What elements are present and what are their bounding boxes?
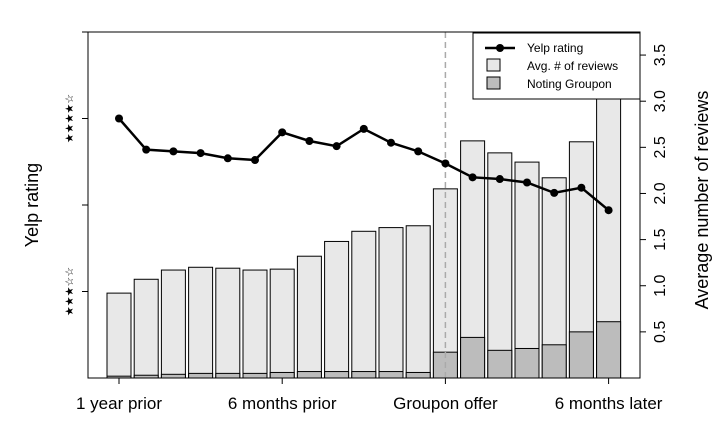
- legend-swatch-reviews: [486, 58, 501, 72]
- bar-average-reviews: [487, 152, 513, 379]
- right-tick-label: 3.0: [652, 90, 669, 112]
- legend: Yelp rating Avg. # of reviews Noting Group…: [472, 32, 641, 100]
- x-axis: 1 year prior 6 months prior Groupon offer 6…: [76, 378, 663, 413]
- legend-swatch-groupon: [486, 76, 501, 90]
- bars-average-reviews: [106, 95, 622, 379]
- yelp-rating-point: [223, 154, 232, 163]
- x-tick-label: 1 year prior: [76, 394, 162, 413]
- bar-average-reviews: [133, 278, 159, 379]
- yelp-rating-point: [278, 128, 287, 137]
- yelp-rating-point: [577, 183, 586, 192]
- bar-noting-groupon: [160, 373, 186, 379]
- right-axis-label: Average number of reviews: [692, 91, 712, 310]
- yelp-rating-point: [550, 188, 559, 197]
- x-tick-label: 6 months prior: [228, 394, 337, 413]
- bar-average-reviews: [242, 269, 268, 379]
- x-tick-label: 6 months later: [555, 394, 663, 413]
- bar-average-reviews: [160, 269, 186, 379]
- yelp-rating-point: [414, 147, 423, 156]
- yelp-rating-point: [495, 175, 504, 184]
- left-axis: ★★★☆☆ ★★★★☆: [64, 31, 88, 316]
- yelp-rating-point: [196, 149, 205, 158]
- right-tick-label: 1.0: [652, 275, 669, 297]
- right-tick-label: 2.5: [652, 136, 669, 158]
- bar-noting-groupon: [269, 371, 295, 379]
- bar-average-reviews: [405, 225, 431, 379]
- yelp-rating-point: [523, 178, 531, 187]
- bar-average-reviews: [188, 266, 214, 379]
- bar-noting-groupon: [296, 371, 322, 379]
- legend-label-groupon: Noting Groupon: [527, 77, 612, 91]
- bar-average-reviews: [296, 255, 322, 379]
- yelp-rating-point: [169, 147, 178, 156]
- right-tick-label: 1.5: [652, 228, 669, 250]
- bar-noting-groupon: [242, 372, 268, 379]
- bar-noting-groupon: [188, 372, 214, 379]
- yelp-rating-point: [359, 124, 368, 133]
- bar-average-reviews: [269, 268, 295, 379]
- bar-average-reviews: [324, 240, 350, 379]
- bars-noting-groupon: [106, 321, 622, 379]
- yelp-rating-point: [387, 138, 395, 147]
- yelp-rating-point: [142, 145, 151, 154]
- legend-label-yelp-rating: Yelp rating: [527, 41, 583, 55]
- x-tick-label: Groupon offer: [393, 394, 498, 413]
- bar-noting-groupon: [568, 331, 594, 379]
- yelp-rating-point: [305, 136, 314, 145]
- left-axis-label: Yelp rating: [22, 163, 42, 247]
- bar-noting-groupon: [596, 321, 622, 379]
- bar-average-reviews: [106, 292, 132, 379]
- bar-average-reviews: [378, 227, 404, 379]
- bar-noting-groupon: [378, 371, 404, 379]
- right-tick-label: 0.5: [652, 321, 669, 343]
- yelp-rating-point: [468, 173, 477, 182]
- bar-noting-groupon: [405, 371, 431, 379]
- yelp-rating-point: [332, 142, 341, 151]
- yelp-rating-point: [604, 206, 613, 215]
- bar-average-reviews: [215, 267, 241, 379]
- right-tick-label: 3.5: [652, 44, 669, 66]
- legend-label-reviews: Avg. # of reviews: [527, 59, 618, 73]
- yelp-rating-series: [115, 114, 613, 215]
- bar-average-reviews: [514, 161, 540, 379]
- right-tick-label: 2.0: [652, 182, 669, 204]
- left-tick-label: ★★★★☆: [64, 94, 76, 143]
- yelp-rating-point: [115, 114, 123, 123]
- yelp-rating-point: [441, 159, 450, 168]
- yelp-rating-point: [251, 156, 259, 165]
- bar-noting-groupon: [541, 344, 567, 379]
- left-tick-label: ★★★☆☆: [64, 267, 76, 316]
- bar-noting-groupon: [487, 349, 513, 379]
- bar-noting-groupon: [215, 372, 241, 379]
- bar-noting-groupon: [514, 347, 540, 379]
- right-axis: 0.5 1.0 1.5 2.0 2.5 3.0 3.5: [640, 44, 669, 343]
- bar-average-reviews: [351, 230, 377, 379]
- bar-noting-groupon: [351, 371, 377, 379]
- legend-box: [472, 32, 641, 100]
- bar-noting-groupon: [460, 336, 486, 379]
- legend-line-marker: [496, 44, 504, 52]
- bar-noting-groupon: [324, 371, 350, 379]
